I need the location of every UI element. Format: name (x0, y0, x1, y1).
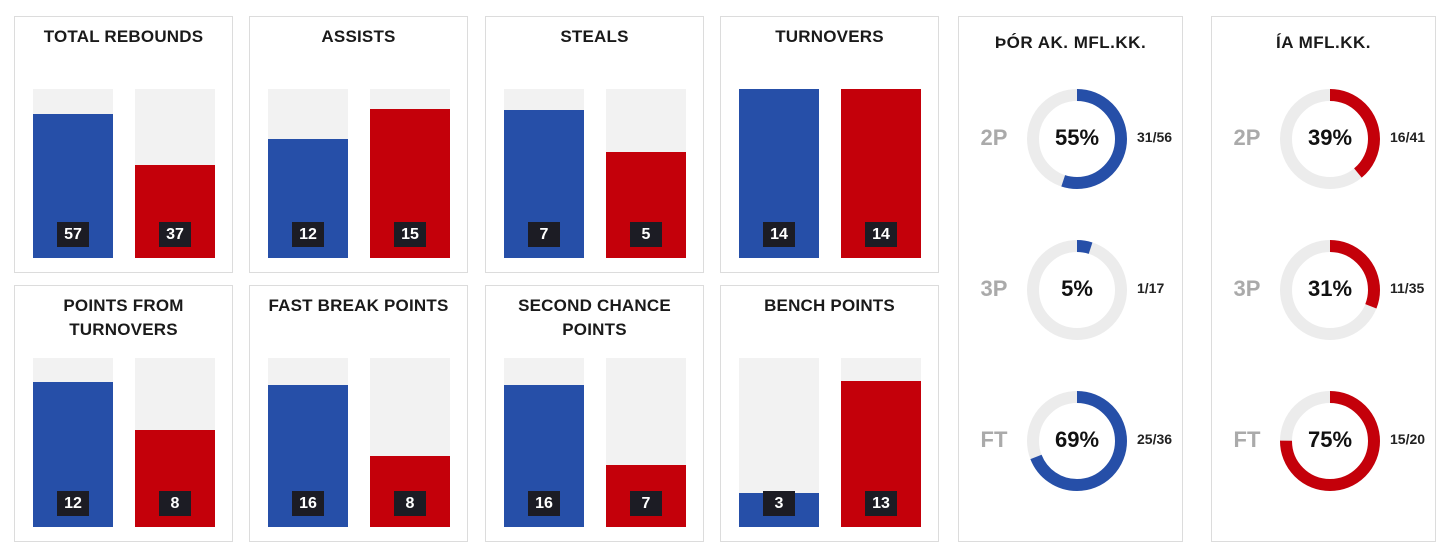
shot-donut (1027, 89, 1127, 189)
home-bar-track: 14 (739, 89, 819, 258)
team-name: ÞÓR AK. MFL.KK. (994, 33, 1147, 52)
away-value-label: 37 (159, 222, 191, 247)
shot-type-label: FT (980, 427, 1008, 452)
shot-percentage: 39% (1307, 125, 1353, 150)
shot-percentage: 69% (1054, 427, 1100, 452)
away-bar-track: 14 (841, 89, 921, 258)
away-bar-track: 37 (135, 89, 215, 258)
away-bar-track: 15 (370, 89, 450, 258)
stat-card-turnovers: TURNOVERS 14 14 (720, 16, 939, 273)
away-bar-track: 5 (606, 89, 686, 258)
shot-donut (1280, 240, 1380, 340)
home-value-label: 14 (763, 222, 795, 247)
shot-type-label: 2P (1233, 125, 1261, 150)
shots-made-attempted: 1/17 (1137, 280, 1165, 296)
home-value-label: 57 (57, 222, 89, 247)
home-value-label: 12 (57, 491, 89, 516)
away-value-label: 14 (865, 222, 897, 247)
shot-donut (1280, 89, 1380, 189)
away-value-label: 8 (394, 491, 426, 516)
shot-donut (1027, 391, 1127, 491)
shot-row-ft: FT 69% 25/36 (959, 389, 1182, 493)
donut-arc (1280, 240, 1380, 340)
stat-title: ASSISTS (321, 27, 396, 46)
shot-row-2p: 2P 55% 31/56 (959, 87, 1182, 191)
shot-row-2p: 2P 39% 16/41 (1212, 87, 1435, 191)
donut-arc (1027, 89, 1127, 189)
shots-made-attempted: 31/56 (1137, 129, 1173, 145)
stat-title: POINTS FROM TURNOVERS (63, 296, 184, 339)
shot-type-label: FT (1233, 427, 1261, 452)
home-bar-track: 7 (504, 89, 584, 258)
shot-row-3p: 3P 5% 1/17 (959, 238, 1182, 342)
stat-title: SECOND CHANCE POINTS (518, 296, 671, 339)
shots-made-attempted: 11/35 (1390, 280, 1425, 296)
shot-type-label: 3P (980, 276, 1008, 301)
away-bar-track: 13 (841, 358, 921, 527)
shot-percentage: 5% (1061, 276, 1093, 301)
shot-donut (1027, 240, 1127, 340)
donut-arc (1280, 391, 1380, 491)
shots-made-attempted: 16/41 (1390, 129, 1426, 145)
shots-made-attempted: 25/36 (1137, 431, 1173, 447)
stat-title: TOTAL REBOUNDS (43, 27, 204, 46)
stat-title: STEALS (560, 27, 629, 46)
shot-type-label: 2P (980, 125, 1008, 150)
stat-title: TURNOVERS (775, 27, 884, 46)
shots-made-attempted: 15/20 (1390, 431, 1426, 447)
stat-card-points-from-turnovers: POINTS FROM TURNOVERS 12 8 (14, 285, 233, 542)
donut-arc (1027, 391, 1127, 491)
shot-percentage: 31% (1307, 276, 1353, 301)
stat-card-steals: STEALS 7 5 (485, 16, 704, 273)
stat-card-fast-break-points: FAST BREAK POINTS 16 8 (249, 285, 468, 542)
stat-card-assists: ASSISTS 12 15 (249, 16, 468, 273)
donut-arc (1280, 89, 1380, 189)
team-name: ÍA MFL.KK. (1275, 33, 1372, 52)
away-value-label: 15 (394, 222, 426, 247)
home-value-label: 7 (528, 222, 560, 247)
home-bar-track: 12 (33, 358, 113, 527)
away-value-label: 5 (630, 222, 662, 247)
stat-card-total-rebounds: TOTAL REBOUNDS 57 37 (14, 16, 233, 273)
stat-card-second-chance-points: SECOND CHANCE POINTS 16 7 (485, 285, 704, 542)
away-bar-track: 7 (606, 358, 686, 527)
shot-percentage: 55% (1054, 125, 1100, 150)
shot-type-label: 3P (1233, 276, 1261, 301)
away-value-label: 7 (630, 491, 662, 516)
shot-row-3p: 3P 31% 11/35 (1212, 238, 1435, 342)
home-bar-track: 16 (268, 358, 348, 527)
shot-percentage: 75% (1307, 427, 1353, 452)
away-value-label: 13 (865, 491, 897, 516)
home-bar-track: 12 (268, 89, 348, 258)
home-bar-track: 3 (739, 358, 819, 527)
shooting-card-away: ÍA MFL.KK. 2P 39% 16/41 3P 31% 11/35 FT 75% 15/20 (1211, 16, 1436, 542)
donut-arc (1027, 240, 1127, 340)
stat-card-bench-points: BENCH POINTS 3 13 (720, 285, 939, 542)
shot-row-ft: FT 75% 15/20 (1212, 389, 1435, 493)
stat-title: FAST BREAK POINTS (268, 296, 449, 315)
stat-title: BENCH POINTS (764, 296, 895, 315)
away-value-label: 8 (159, 491, 191, 516)
home-value-label: 16 (528, 491, 560, 516)
home-value-label: 16 (292, 491, 324, 516)
home-value-label: 12 (292, 222, 324, 247)
home-bar-track: 16 (504, 358, 584, 527)
away-bar-track: 8 (135, 358, 215, 527)
shooting-card-home: ÞÓR AK. MFL.KK. 2P 55% 31/56 3P 5% 1/17 FT 69% 25… (958, 16, 1183, 542)
shot-donut (1280, 391, 1380, 491)
home-value-label: 3 (763, 491, 795, 516)
away-bar-track: 8 (370, 358, 450, 527)
home-bar-track: 57 (33, 89, 113, 258)
